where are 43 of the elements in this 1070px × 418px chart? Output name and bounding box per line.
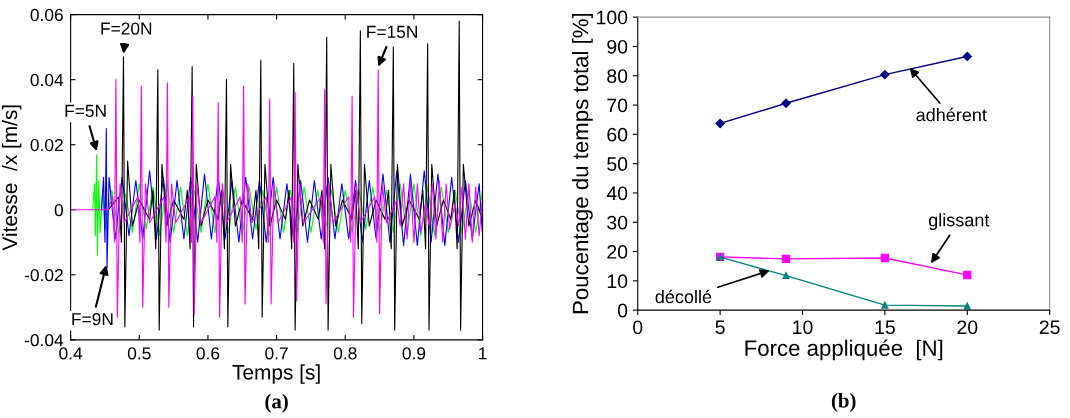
y-tick-label: 50 [607,157,628,171]
y-tick-label: 40 [606,186,628,201]
y-axis-title: Vitesse /x [m/s] [1,105,22,251]
y-tick-label: 0 [54,203,63,217]
y-axis-title: Poucentage du temps total [%] [572,13,593,314]
x-tick-label: 0.4 [59,347,83,360]
x-tick-label: 15 [875,320,895,335]
text: (a) [265,393,288,413]
x-tick-label: 0 [633,320,643,335]
x-tick-label: 0.5 [127,347,151,360]
y-tick-label: 0.04 [30,73,64,87]
annotation: F=20N [101,22,152,35]
annotation: F=9N [72,312,113,326]
x-tick-label: 1 [479,347,487,360]
annotation: glissant [928,213,990,231]
y-tick-label: -0.04 [24,334,64,347]
y-tick-label: 80 [607,69,628,83]
y-tick-label: 60 [607,127,628,142]
annotation: F=5N [65,104,106,117]
y-tick-label: 0 [617,303,628,318]
y-tick-label: 100 [597,10,628,25]
x-tick-label: 0.8 [333,347,357,360]
y-tick-label: 70 [607,98,628,113]
text: (b) [831,393,856,412]
x-tick-label: 5 [715,320,725,335]
x-tick-label: 10 [793,320,813,335]
y-tick-label: 0.06 [30,8,63,22]
y-tick-label: -0.02 [24,268,63,282]
x-axis-title: Force appliquée [N] [745,339,943,361]
x-tick-label: 25 [1039,320,1060,335]
annotation: adhérent [916,107,987,122]
x-axis-title: Temps [s] [232,364,320,384]
x-tick-label: 0.9 [402,347,426,360]
y-tick-label: 10 [607,274,628,289]
x-tick-label: 20 [957,320,978,335]
annotation: décollé [655,289,712,304]
y-tick-label: 30 [607,215,628,230]
y-tick-label: 90 [607,39,628,54]
y-tick-label: 20 [607,245,628,259]
y-tick-label: 0.02 [30,138,63,152]
x-tick-label: 0.7 [265,347,288,360]
annotation: F=15N [367,25,417,38]
x-tick-label: 0.6 [196,347,220,360]
